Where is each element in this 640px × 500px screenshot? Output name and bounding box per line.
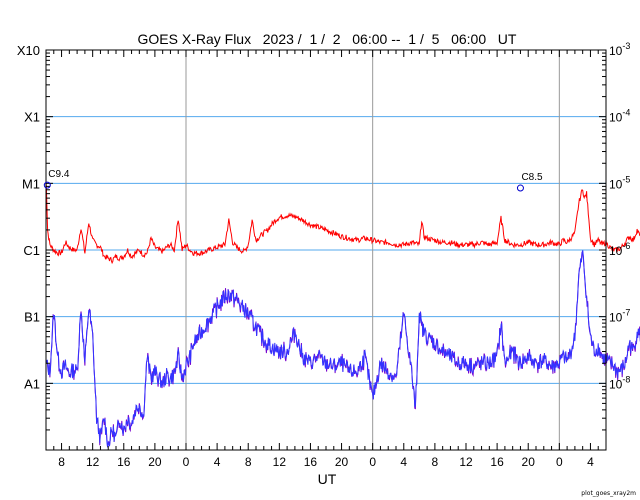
x-tick-label: 8 <box>245 455 252 469</box>
x-tick-label: 8 <box>432 455 439 469</box>
series-short-line <box>45 250 640 448</box>
x-tick-label: 12 <box>273 455 287 469</box>
series-short-alt-line <box>45 250 640 448</box>
flare-label: C9.4 <box>48 169 70 180</box>
series-layer <box>45 182 640 448</box>
gridlines <box>46 50 606 450</box>
x-tick-label: 20 <box>522 455 536 469</box>
x-tick-label: 16 <box>490 455 504 469</box>
series-long-line <box>45 182 640 265</box>
left-axis-label-b1: B1 <box>24 310 40 325</box>
left-axis-label-c1: C1 <box>23 243 40 258</box>
x-tick-label: 4 <box>214 455 221 469</box>
x-tick-label: 4 <box>400 455 407 469</box>
left-axis-label-x1: X1 <box>24 110 40 125</box>
right-axis-label: 10-8 <box>609 374 630 391</box>
x-tick-label: 0 <box>556 455 563 469</box>
x-tick-label: 16 <box>117 455 131 469</box>
right-axis-flux-labels: 10-8 10-7 10-6 10-5 10-4 10-3 <box>609 41 630 391</box>
right-axis-label: 10-3 <box>609 41 630 58</box>
right-axis-label: 10-7 <box>609 308 630 325</box>
right-axis-label: 10-5 <box>609 174 630 191</box>
x-tick-label: 8 <box>58 455 65 469</box>
right-axis-label: 10-6 <box>609 241 630 258</box>
left-axis-label-x10: X10 <box>17 43 40 58</box>
plot-frame <box>45 49 607 451</box>
x-tick-label: 0 <box>183 455 190 469</box>
x-tick-label: 16 <box>304 455 318 469</box>
x-tick-label: 12 <box>459 455 473 469</box>
flare-annotations: C9.4 C8.5 <box>43 169 543 192</box>
chart-title: GOES X-Ray Flux 2023 / 1 / 2 06:00 -- 1 … <box>138 31 517 47</box>
flare-marker <box>43 181 51 189</box>
flare-marker <box>516 184 524 192</box>
x-tick-label: 20 <box>148 455 162 469</box>
left-axis-label-a1: A1 <box>24 376 40 391</box>
x-tick-label: 4 <box>587 455 594 469</box>
left-axis-label-m1: M1 <box>22 176 40 191</box>
right-axis-label: 10-4 <box>609 108 630 125</box>
flare-label: C8.5 <box>521 172 543 183</box>
footer-label: plot_goes_xray2m <box>581 490 636 497</box>
left-axis-class-labels: A1 B1 C1 M1 X1 X10 <box>17 43 40 391</box>
x-tick-label: 12 <box>86 455 100 469</box>
x-tick-label: 20 <box>335 455 349 469</box>
x-axis-ticks: 8 12 16 20 0 4 8 12 16 20 0 4 8 12 16 20 0 4 <box>58 455 594 469</box>
x-tick-label: 0 <box>369 455 376 469</box>
x-axis-label: UT <box>318 471 337 487</box>
